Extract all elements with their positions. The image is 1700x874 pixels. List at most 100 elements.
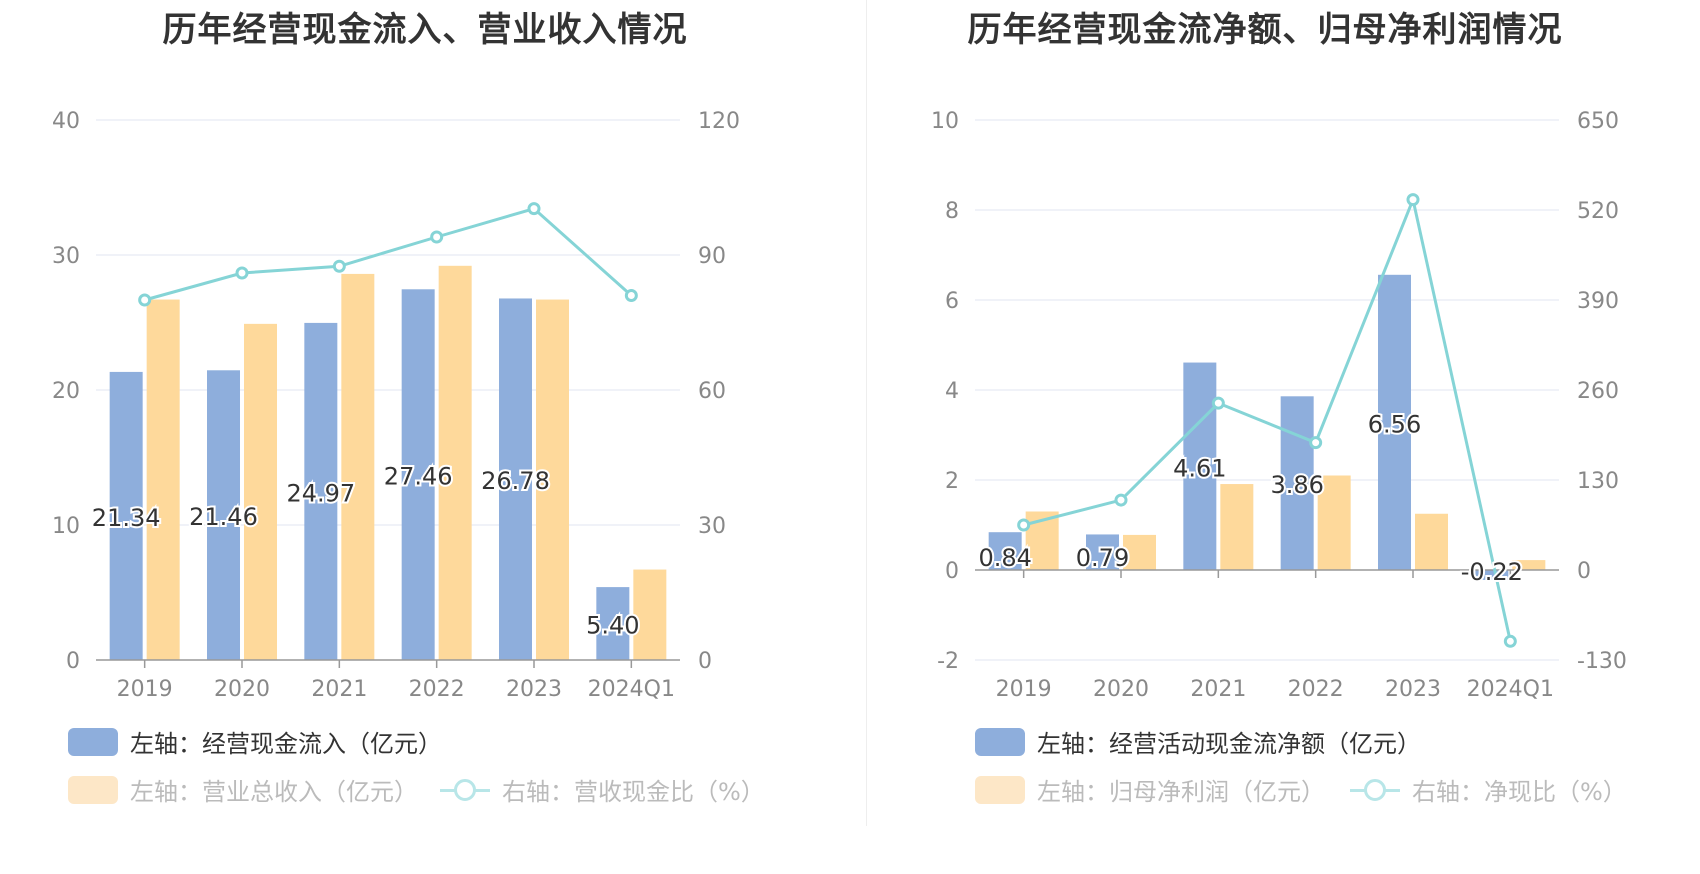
legend-label: 右轴：净现比（%） <box>1412 778 1627 806</box>
bar-cash-inflow <box>499 298 532 660</box>
right-axis-tick-label: 520 <box>1577 199 1619 224</box>
ratio-point <box>430 230 444 244</box>
left-axis-tick-label: 0 <box>66 649 80 674</box>
left-legend-item-ratio[interactable]: 右轴：营收现金比（%） <box>440 772 765 807</box>
legend-label: 左轴：营业总收入（亿元） <box>130 778 418 806</box>
bar-net-profit <box>1123 534 1156 570</box>
ratio-line <box>1023 194 1512 642</box>
left-legend-item-revenue[interactable]: 左轴：营业总收入（亿元） <box>68 772 418 807</box>
bar-data-label: 5.40 <box>586 612 639 640</box>
left-axis-tick-label: 4 <box>945 379 959 404</box>
bar-data-label: 6.56 <box>1368 410 1421 438</box>
x-axis-category-label: 2022 <box>1288 677 1344 702</box>
x-axis-category-label: 2023 <box>1385 677 1441 702</box>
bar-cash-inflow <box>109 371 143 660</box>
bar-net-profit <box>1512 560 1546 570</box>
ratio-line <box>144 206 633 302</box>
bar-data-label: 26.78 <box>481 467 550 495</box>
right-axis-tick-label: 0 <box>1577 559 1591 584</box>
legend-swatch-blue <box>975 727 1025 756</box>
bar-data-label: 4.61 <box>1173 454 1226 482</box>
bar-revenue <box>438 265 472 660</box>
legend-line-marker-icon <box>1350 776 1400 804</box>
bar-net-cash-flow <box>1475 570 1509 580</box>
bar-net-profit <box>1415 513 1448 570</box>
bar-revenue <box>244 323 277 660</box>
x-axis-category-label: 2020 <box>1093 677 1149 702</box>
bar-net-cash-flow <box>1183 362 1217 570</box>
ratio-point <box>1406 193 1420 207</box>
ratio-point <box>1211 396 1225 410</box>
right-legend-item-net-cash-flow[interactable]: 左轴：经营活动现金流净额（亿元） <box>975 724 1421 759</box>
left-axis-tick-label: 10 <box>52 514 80 539</box>
bar-net-profit <box>1220 484 1254 570</box>
ratio-point <box>1309 436 1323 450</box>
legend-label: 左轴：经营活动现金流净额（亿元） <box>1037 730 1421 758</box>
bar-net-profit <box>1317 475 1351 570</box>
bar-revenue <box>341 273 375 660</box>
right-axis-tick-label: 390 <box>1577 289 1619 314</box>
x-axis-category-label: 2023 <box>506 677 562 702</box>
bar-revenue <box>633 569 667 660</box>
bar-data-label: 21.34 <box>92 504 161 532</box>
legend-label: 左轴：经营现金流入（亿元） <box>130 730 442 758</box>
ratio-point <box>138 293 152 307</box>
bar-data-label: 21.46 <box>189 503 258 531</box>
x-axis-category-label: 2019 <box>996 677 1052 702</box>
x-axis-category-label: 2022 <box>409 677 465 702</box>
right-axis-tick-label: 30 <box>698 514 726 539</box>
right-axis-tick-label: 120 <box>698 109 740 134</box>
right-axis-tick-label: 650 <box>1577 109 1619 134</box>
right-axis-tick-label: 60 <box>698 379 726 404</box>
bar-net-cash-flow <box>1280 396 1314 570</box>
bar-net-cash-flow <box>1378 274 1411 570</box>
right-chart-title: 历年经营现金流净额、归母净利润情况 <box>967 10 1563 50</box>
x-axis-category-label: 2019 <box>117 677 173 702</box>
legend-line-marker-icon <box>440 776 490 804</box>
x-axis-category-label: 2024Q1 <box>1467 677 1554 702</box>
left-chart-panel: 历年经营现金流入、营业收入情况 0 10 20 30 40 0 30 60 90 120 2019 2… <box>52 10 765 807</box>
left-axis-tick-label: 30 <box>52 244 80 269</box>
bar-data-label: 27.46 <box>384 463 453 491</box>
bar-revenue <box>536 299 569 660</box>
left-axis-tick-label: 8 <box>945 199 959 224</box>
right-axis-tick-label: 90 <box>698 244 726 269</box>
legend-label: 右轴：营收现金比（%） <box>502 778 765 806</box>
ratio-point <box>1114 493 1128 507</box>
x-axis-category-label: 2024Q1 <box>588 677 675 702</box>
left-axis-tick-label: 40 <box>52 109 80 134</box>
left-legend-item-cash-inflow[interactable]: 左轴：经营现金流入（亿元） <box>68 724 442 759</box>
left-axis-tick-label: 6 <box>945 289 959 314</box>
bar-data-label: -0.22 <box>1461 558 1523 586</box>
panel-divider <box>866 0 867 826</box>
right-axis-tick-label: -130 <box>1577 649 1627 674</box>
ratio-point <box>1503 634 1517 648</box>
left-chart-title: 历年经营现金流入、营业收入情况 <box>162 10 688 50</box>
bar-cash-inflow <box>304 322 338 660</box>
bar-data-label: 0.84 <box>978 544 1031 572</box>
right-legend-item-ratio[interactable]: 右轴：净现比（%） <box>1350 772 1627 807</box>
ratio-point <box>624 289 638 302</box>
bar-cash-inflow <box>401 289 435 660</box>
legend-swatch-orange <box>975 775 1025 804</box>
left-axis-tick-label: 2 <box>945 469 959 494</box>
bar-revenue <box>146 299 180 660</box>
right-chart-panel: 历年经营现金流净额、归母净利润情况 -2 0 2 4 6 8 10 -130 0 130 260 39… <box>850 0 1700 874</box>
bar-net-cash-flow <box>1086 534 1119 570</box>
left-axis-tick-label: 20 <box>52 379 80 404</box>
x-axis-category-label: 2020 <box>214 677 270 702</box>
legend-swatch-blue <box>68 727 118 756</box>
legend-swatch-orange <box>68 775 118 804</box>
ratio-point <box>527 202 541 216</box>
left-axis-tick-label: 0 <box>945 559 959 584</box>
bar-data-label: 3.86 <box>1270 471 1323 499</box>
left-chart-plot: 0 10 20 30 40 0 30 60 90 120 2019 2020 2021 2022 2023 2… <box>52 109 740 702</box>
bar-net-cash-flow <box>988 532 1022 570</box>
bar-cash-inflow <box>596 587 630 660</box>
ratio-point <box>332 259 346 273</box>
bar-data-label: 0.79 <box>1076 544 1129 572</box>
right-axis-tick-label: 0 <box>698 649 712 674</box>
legend-label: 左轴：归母净利润（亿元） <box>1037 778 1325 806</box>
right-legend-item-net-profit[interactable]: 左轴：归母净利润（亿元） <box>975 772 1325 807</box>
x-axis-category-label: 2021 <box>1190 677 1246 702</box>
